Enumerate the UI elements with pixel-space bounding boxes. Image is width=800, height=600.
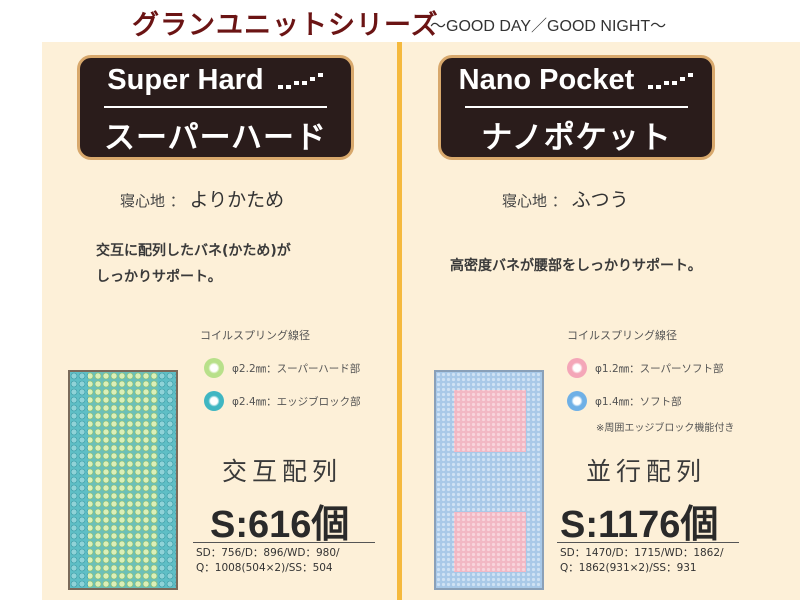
coil-swatch-icon (567, 391, 587, 411)
nano-pocket-coil-item: φ1.2㎜：スーパーソフト部 (567, 356, 724, 380)
size-line: Q：1862(931×2)/SS：931 (560, 562, 697, 574)
stairs-icon (648, 73, 694, 90)
super-hard-sizes: SD：756/D：896/WD：980/ Q：1008(504×2)/SS：50… (196, 546, 340, 576)
count-underline (193, 542, 375, 543)
nano-pocket-feel: 寝心地 ： ふつう (502, 185, 629, 212)
nano-pocket-arrangement: 並行配列 (586, 457, 707, 486)
nano-pocket-badge-ja: ナノポケット (481, 120, 672, 156)
count-underline (557, 542, 739, 543)
coil-swatch-icon (567, 358, 587, 378)
nano-pocket-coil-item: φ1.4㎜：ソフト部 (567, 389, 682, 413)
badge-divider-line (465, 106, 688, 108)
parallel-spring-pattern (436, 372, 542, 588)
description-line: 高密度バネが腰部をしっかりサポート。 (450, 258, 702, 274)
nano-pocket-mattress-diagram (434, 370, 544, 590)
feel-label: 寝心地 ： (120, 192, 185, 210)
super-hard-badge: Super Hard スーパーハード (77, 55, 354, 160)
center-divider (397, 42, 402, 600)
nano-pocket-badge-en: Nano Pocket (458, 64, 635, 96)
stairs-icon (277, 73, 323, 90)
alternating-spring-pattern (70, 372, 176, 588)
super-hard-description: 交互に配列したバネ(かため)が しっかりサポート。 (96, 238, 291, 290)
super-hard-badge-ja: スーパーハード (103, 120, 328, 156)
nano-pocket-coil-title: コイルスプリング線径 (567, 329, 677, 342)
page-subtitle: ～GOOD DAY／GOOD NIGHT～ (430, 18, 667, 35)
coil-label: φ2.4㎜：エッジブロック部 (232, 395, 361, 408)
coil-swatch-icon (204, 391, 224, 411)
coil-swatch-icon (204, 358, 224, 378)
page-title: グランユニットシリーズ (132, 10, 439, 41)
super-hard-count: S:616個 (210, 504, 350, 546)
super-hard-mattress-diagram (68, 370, 178, 590)
super-hard-arrangement: 交互配列 (222, 457, 343, 486)
super-hard-coil-item: φ2.4㎜：エッジブロック部 (204, 389, 361, 413)
super-hard-badge-en: Super Hard (107, 64, 264, 96)
edge-block-note: ※周囲エッジブロック機能付き (596, 423, 735, 434)
super-hard-feel: 寝心地 ： よりかため (120, 185, 284, 212)
feel-value: よりかため (189, 189, 285, 211)
nano-pocket-description: 高密度バネが腰部をしっかりサポート。 (450, 253, 702, 279)
coil-label: φ2.2㎜：スーパーハード部 (232, 362, 361, 375)
feel-label: 寝心地 ： (502, 192, 567, 210)
size-line: SD：756/D：896/WD：980/ (196, 547, 340, 559)
description-line: しっかりサポート。 (96, 269, 222, 285)
size-line: Q：1008(504×2)/SS：504 (196, 562, 333, 574)
nano-pocket-badge: Nano Pocket ナノポケット (438, 55, 715, 160)
coil-label: φ1.4㎜：ソフト部 (595, 395, 682, 408)
nano-pocket-sizes: SD：1470/D：1715/WD：1862/ Q：1862(931×2)/SS… (560, 546, 724, 576)
super-hard-coil-title: コイルスプリング線径 (200, 329, 310, 342)
feel-value: ふつう (571, 189, 629, 211)
badge-divider-line (104, 106, 327, 108)
coil-label: φ1.2㎜：スーパーソフト部 (595, 362, 724, 375)
size-line: SD：1470/D：1715/WD：1862/ (560, 547, 724, 559)
nano-pocket-count: S:1176個 (560, 504, 719, 546)
description-line: 交互に配列したバネ(かため)が (96, 243, 291, 259)
header: グランユニットシリーズ ～GOOD DAY／GOOD NIGHT～ (0, 0, 800, 42)
super-hard-coil-item: φ2.2㎜：スーパーハード部 (204, 356, 360, 380)
